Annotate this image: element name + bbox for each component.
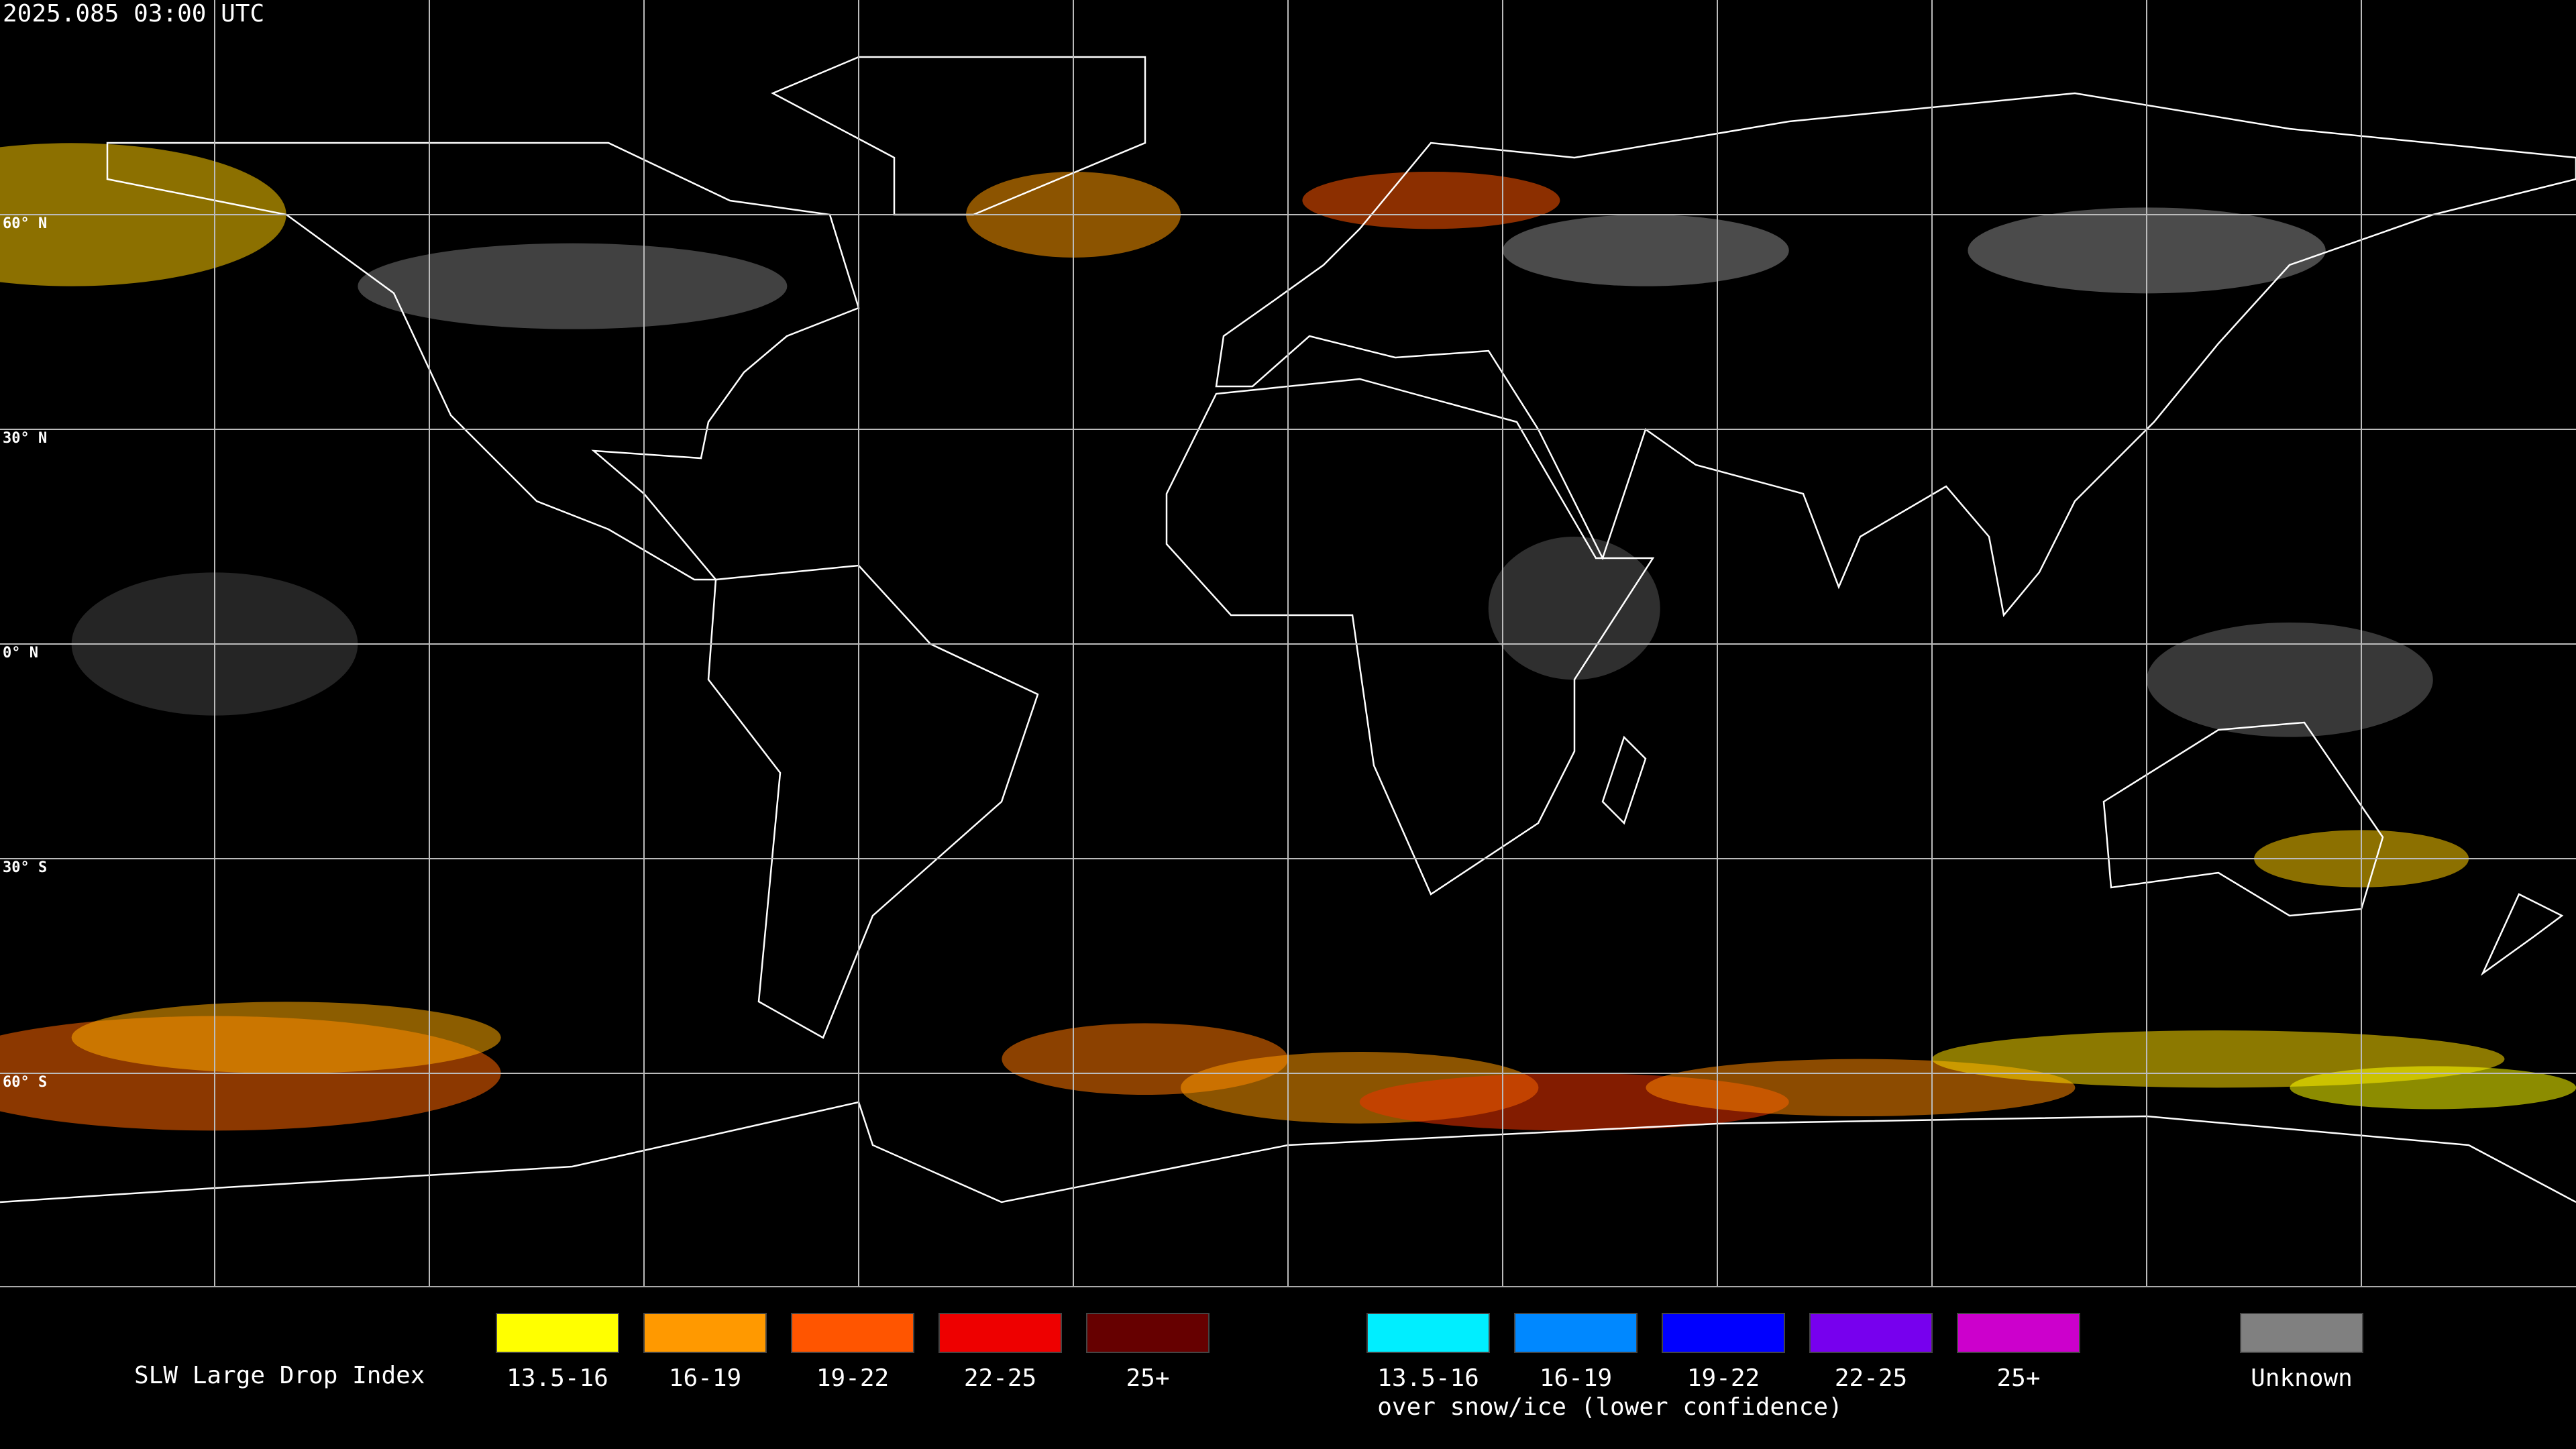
latitude-label: 60° S — [3, 1074, 47, 1091]
legend-swatch — [496, 1313, 619, 1353]
legend-label: 22-25 — [964, 1364, 1036, 1392]
legend-label: 19-22 — [1687, 1364, 1760, 1392]
legend-swatch — [1086, 1313, 1210, 1353]
legend-swatch — [1514, 1313, 1638, 1353]
legend-swatch — [938, 1313, 1062, 1353]
legend-swatch — [2240, 1313, 2363, 1353]
legend-label: 25+ — [1996, 1364, 2040, 1392]
latitude-labels: 60° N 30° N 0° N 30° S 60° S — [3, 215, 47, 1091]
coastline — [771, 56, 1146, 216]
legend-swatch — [1957, 1313, 2080, 1353]
legend-label: Unknown — [2251, 1364, 2353, 1392]
latitude-label: 30° N — [3, 430, 47, 447]
coastline — [1165, 378, 1655, 896]
legend-label: 13.5-16 — [506, 1364, 608, 1392]
cloud-region — [1503, 214, 1789, 286]
latitude-label: 30° S — [3, 859, 47, 876]
cloud-region — [71, 1002, 501, 1074]
coastline — [707, 564, 1039, 1039]
legend-label: 25+ — [1126, 1364, 1169, 1392]
graticule — [0, 0, 2576, 1287]
cloud-region — [2290, 1066, 2576, 1110]
legend-swatch — [1366, 1313, 1490, 1353]
latitude-label: 60° N — [3, 215, 47, 232]
legend-swatch — [1662, 1313, 1785, 1353]
latitude-label: 0° N — [3, 645, 38, 661]
coastline — [1215, 92, 2576, 617]
coastline — [106, 142, 860, 581]
legend-label: 13.5-16 — [1377, 1364, 1479, 1392]
legend-swatch — [643, 1313, 767, 1353]
coastline — [2480, 893, 2564, 976]
legend-label: 16-19 — [669, 1364, 741, 1392]
cloud-region — [2147, 622, 2433, 737]
legend-label: 16-19 — [1540, 1364, 1612, 1392]
coastline — [0, 1101, 2576, 1203]
legend-label: 22-25 — [1835, 1364, 1907, 1392]
legend-label: 19-22 — [816, 1364, 889, 1392]
legend-swatch — [1809, 1313, 1933, 1353]
timestamp: 2025.085 03:00 UTC — [3, 0, 264, 28]
cloud-region — [358, 243, 788, 329]
cloud-region — [1302, 171, 1560, 229]
legend-note: over snow/ice (lower confidence) — [1377, 1393, 1843, 1421]
legend-title: SLW Large Drop Index — [134, 1362, 425, 1389]
legend-swatch — [791, 1313, 914, 1353]
coastline — [1601, 735, 1647, 825]
legend: SLW Large Drop Index over snow/ice (lowe… — [134, 1313, 2363, 1421]
